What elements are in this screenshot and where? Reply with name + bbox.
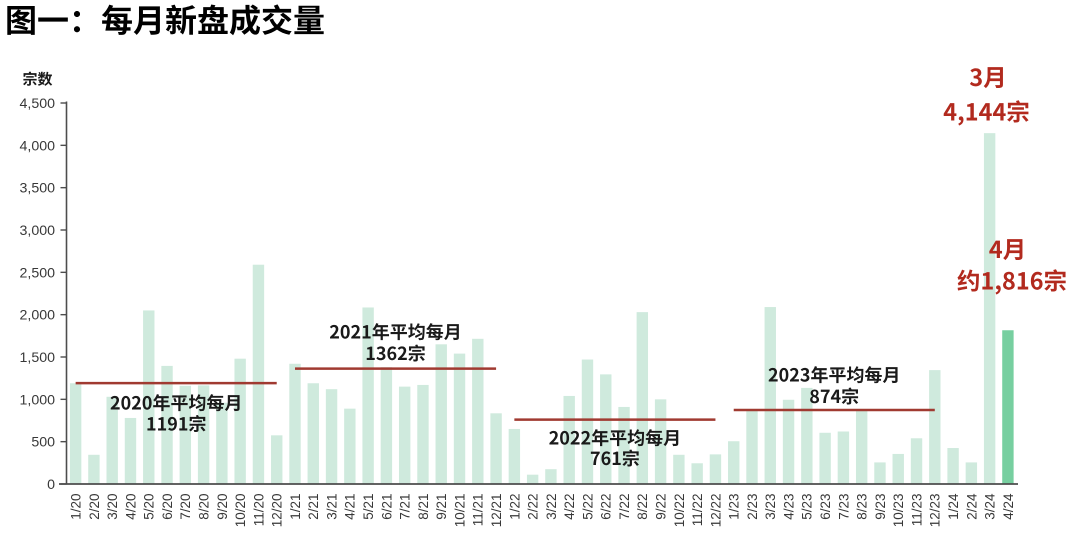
svg-text:3,500: 3,500 [19,181,55,197]
svg-text:12/21: 12/21 [489,494,504,528]
svg-text:10/20: 10/20 [233,494,248,528]
svg-text:1,000: 1,000 [19,392,55,408]
svg-text:2/22: 2/22 [526,494,541,520]
svg-text:10/21: 10/21 [452,494,467,528]
svg-text:5/21: 5/21 [361,494,376,520]
svg-text:2/24: 2/24 [964,493,979,520]
svg-text:11/20: 11/20 [251,494,266,527]
svg-text:11/22: 11/22 [690,494,705,527]
svg-text:8/20: 8/20 [197,494,212,520]
svg-text:11/23: 11/23 [909,494,924,527]
svg-text:4/24: 4/24 [1001,493,1016,520]
svg-text:9/20: 9/20 [215,494,230,520]
svg-text:0: 0 [47,477,55,493]
svg-text:2,500: 2,500 [19,265,55,281]
svg-text:4/21: 4/21 [343,494,358,520]
svg-text:4,500: 4,500 [19,96,55,112]
svg-text:12/20: 12/20 [270,494,285,528]
svg-text:8/23: 8/23 [855,494,870,520]
svg-text:6/21: 6/21 [379,494,394,520]
svg-text:3/20: 3/20 [105,494,120,520]
svg-text:6/23: 6/23 [818,494,833,520]
svg-text:7/21: 7/21 [398,494,413,520]
svg-text:4/22: 4/22 [562,494,577,520]
svg-text:3/24: 3/24 [983,493,998,520]
svg-text:1/24: 1/24 [946,493,961,520]
svg-text:3/22: 3/22 [544,494,559,520]
svg-text:9/23: 9/23 [873,494,888,520]
svg-text:2/20: 2/20 [87,494,102,520]
svg-text:3,000: 3,000 [19,223,55,239]
svg-text:5/23: 5/23 [800,494,815,520]
svg-text:2/21: 2/21 [306,494,321,520]
svg-text:7/20: 7/20 [178,494,193,520]
svg-text:5/20: 5/20 [142,494,157,520]
svg-text:9/21: 9/21 [434,494,449,520]
svg-text:3/23: 3/23 [763,494,778,520]
svg-text:1/20: 1/20 [69,494,84,520]
svg-text:12/22: 12/22 [708,494,723,528]
svg-text:12/23: 12/23 [928,494,943,528]
svg-text:1/21: 1/21 [288,494,303,520]
svg-text:3/21: 3/21 [324,494,339,520]
svg-text:8/22: 8/22 [635,494,650,520]
svg-text:7/23: 7/23 [836,494,851,520]
svg-text:4/23: 4/23 [781,494,796,520]
svg-text:4,000: 4,000 [19,138,55,154]
svg-text:1,500: 1,500 [19,350,55,366]
svg-text:6/20: 6/20 [160,494,175,520]
svg-text:2/23: 2/23 [745,494,760,520]
svg-text:10/22: 10/22 [672,494,687,528]
svg-text:2,000: 2,000 [19,308,55,324]
svg-text:5/22: 5/22 [580,494,595,520]
svg-text:1/22: 1/22 [507,494,522,520]
svg-text:7/22: 7/22 [617,494,632,520]
svg-text:4/20: 4/20 [123,494,138,520]
svg-text:500: 500 [31,435,55,451]
svg-text:9/22: 9/22 [654,494,669,520]
svg-text:6/22: 6/22 [599,494,614,520]
svg-text:1/23: 1/23 [727,494,742,520]
svg-text:11/21: 11/21 [471,494,486,527]
svg-text:8/21: 8/21 [416,494,431,520]
svg-text:10/23: 10/23 [891,494,906,528]
